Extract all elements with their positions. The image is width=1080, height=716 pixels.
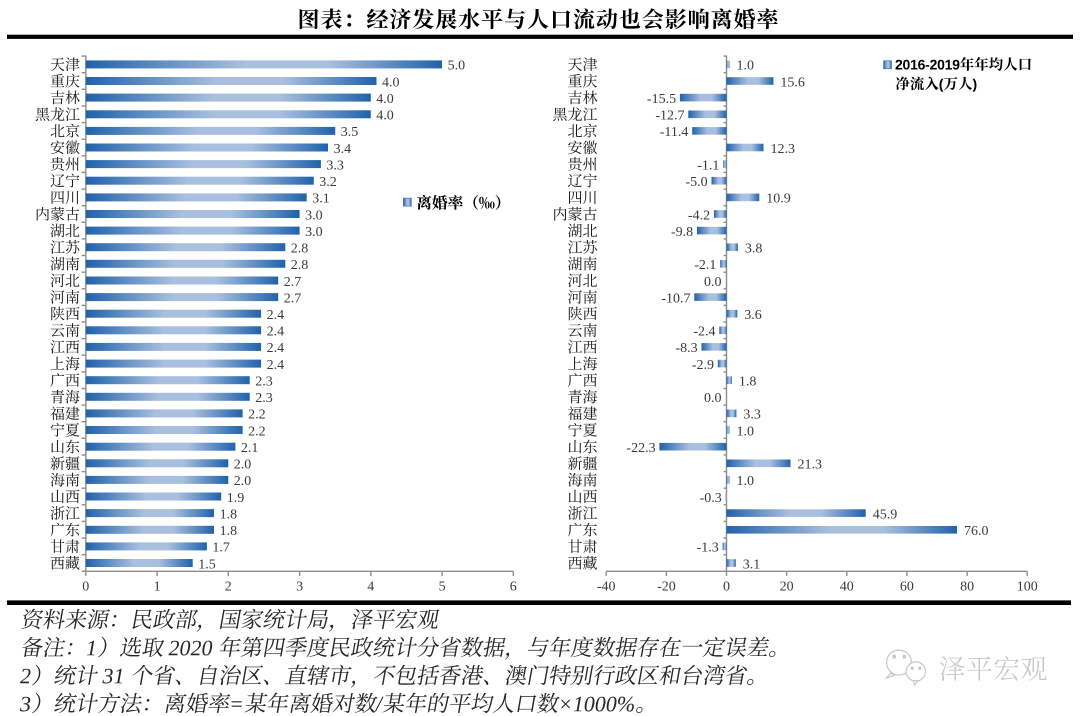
svg-text:3.3: 3.3 — [326, 158, 344, 173]
svg-text:2.2: 2.2 — [248, 424, 266, 439]
svg-text:1.9: 1.9 — [227, 491, 245, 506]
svg-text:1.0: 1.0 — [737, 59, 755, 74]
svg-text:-22.3: -22.3 — [626, 441, 655, 456]
svg-text:4.0: 4.0 — [376, 92, 394, 107]
svg-text:3.3: 3.3 — [743, 408, 761, 423]
svg-text:-8.3: -8.3 — [676, 341, 698, 356]
svg-text:2.7: 2.7 — [284, 291, 302, 306]
svg-text:2.2: 2.2 — [248, 408, 266, 423]
svg-text:2.8: 2.8 — [291, 242, 309, 257]
svg-text:5.0: 5.0 — [448, 59, 466, 74]
svg-text:1.8: 1.8 — [220, 507, 238, 522]
svg-text:1.5: 1.5 — [198, 557, 216, 572]
svg-text:1.8: 1.8 — [739, 375, 757, 390]
svg-text:1.8: 1.8 — [220, 524, 238, 539]
svg-text:-10.7: -10.7 — [661, 291, 690, 306]
svg-text:0.0: 0.0 — [704, 391, 722, 406]
svg-text:-2.9: -2.9 — [692, 358, 714, 373]
svg-text:76.0: 76.0 — [964, 524, 989, 539]
svg-text:5: 5 — [439, 580, 446, 595]
svg-text:-4.2: -4.2 — [688, 208, 710, 223]
svg-text:2.7: 2.7 — [284, 275, 302, 290]
svg-text:2.4: 2.4 — [267, 358, 285, 373]
svg-text:-1.1: -1.1 — [697, 158, 719, 173]
svg-text:6: 6 — [510, 580, 517, 595]
svg-text:-12.7: -12.7 — [655, 109, 684, 124]
svg-text:2.4: 2.4 — [267, 308, 285, 323]
svg-text:3.4: 3.4 — [334, 142, 352, 157]
svg-text:0: 0 — [82, 580, 89, 595]
svg-text:4.0: 4.0 — [376, 109, 394, 124]
svg-text:40: 40 — [840, 580, 854, 595]
svg-text:2.3: 2.3 — [255, 391, 273, 406]
svg-text:-5.0: -5.0 — [686, 175, 708, 190]
svg-text:80: 80 — [960, 580, 974, 595]
svg-text:3.0: 3.0 — [305, 225, 323, 240]
svg-text:3.1: 3.1 — [743, 557, 761, 572]
svg-text:20: 20 — [780, 580, 794, 595]
svg-text:3.0: 3.0 — [305, 208, 323, 223]
svg-text:1.0: 1.0 — [737, 474, 755, 489]
svg-text:2.4: 2.4 — [267, 325, 285, 340]
svg-text:1: 1 — [154, 580, 161, 595]
svg-text:-15.5: -15.5 — [647, 92, 676, 107]
svg-text:0: 0 — [723, 580, 730, 595]
svg-text:2.4: 2.4 — [267, 341, 285, 356]
svg-text:3.8: 3.8 — [745, 242, 763, 257]
svg-text:0.0: 0.0 — [704, 275, 722, 290]
svg-text:2: 2 — [225, 580, 232, 595]
svg-text:4: 4 — [367, 580, 374, 595]
svg-text:1.0: 1.0 — [737, 424, 755, 439]
svg-text:12.3: 12.3 — [771, 142, 796, 157]
svg-text:2.1: 2.1 — [241, 441, 259, 456]
svg-text:4.0: 4.0 — [382, 75, 400, 90]
svg-text:-20: -20 — [657, 580, 676, 595]
svg-text:3.2: 3.2 — [319, 175, 337, 190]
svg-text:3: 3 — [296, 580, 303, 595]
svg-text:3.1: 3.1 — [312, 192, 330, 207]
svg-text:21.3: 21.3 — [798, 458, 823, 473]
svg-text:100: 100 — [1017, 580, 1038, 595]
svg-text:-2.4: -2.4 — [693, 325, 715, 340]
svg-text:2.0: 2.0 — [234, 458, 252, 473]
svg-text:-9.8: -9.8 — [671, 225, 693, 240]
svg-text:60: 60 — [900, 580, 914, 595]
svg-text:45.9: 45.9 — [873, 507, 898, 522]
svg-text:2.0: 2.0 — [234, 474, 252, 489]
svg-text:-0.3: -0.3 — [700, 491, 722, 506]
svg-text:-11.4: -11.4 — [660, 125, 689, 140]
svg-text:3.5: 3.5 — [341, 125, 359, 140]
svg-text:1.7: 1.7 — [212, 541, 230, 556]
svg-text:-1.3: -1.3 — [697, 541, 719, 556]
svg-text:-40: -40 — [597, 580, 616, 595]
svg-text:2.3: 2.3 — [255, 375, 273, 390]
svg-text:10.9: 10.9 — [766, 192, 791, 207]
svg-text:2.8: 2.8 — [291, 258, 309, 273]
svg-text:3.6: 3.6 — [744, 308, 762, 323]
svg-text:15.6: 15.6 — [780, 75, 805, 90]
svg-text:-2.1: -2.1 — [694, 258, 716, 273]
